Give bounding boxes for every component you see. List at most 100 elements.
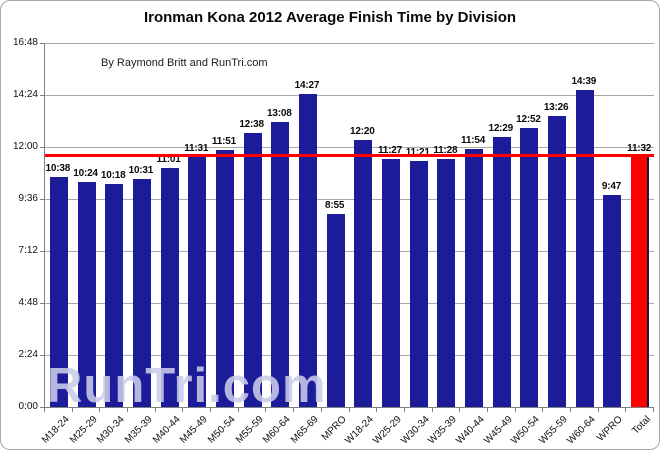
x-axis-tick bbox=[403, 408, 405, 412]
gridline bbox=[45, 43, 654, 44]
bar bbox=[465, 149, 484, 407]
x-axis-tick bbox=[597, 408, 599, 412]
x-axis-tick bbox=[376, 408, 378, 412]
bar bbox=[298, 93, 317, 407]
bar-value-label: 11:21 bbox=[405, 147, 430, 159]
bar bbox=[77, 181, 96, 407]
y-axis-tick bbox=[40, 355, 44, 356]
bar-value-label: 10:38 bbox=[45, 162, 71, 174]
bar-value-label: 13:26 bbox=[543, 101, 569, 113]
x-axis-tick bbox=[293, 408, 295, 412]
bar bbox=[382, 158, 401, 407]
gridline bbox=[45, 251, 654, 252]
x-axis-label: W60-64 bbox=[565, 414, 598, 447]
x-axis-tick bbox=[486, 408, 488, 412]
y-axis-tick bbox=[40, 43, 44, 44]
bar bbox=[603, 195, 622, 407]
x-axis-label: W30-34 bbox=[398, 414, 432, 447]
x-axis-label: M60-64 bbox=[261, 414, 294, 446]
gridline bbox=[45, 95, 654, 96]
y-axis-label: 16:48 bbox=[12, 37, 38, 48]
y-axis-tick bbox=[40, 407, 44, 408]
y-axis-label: 4:48 bbox=[18, 297, 38, 308]
bar-value-label: 12:52 bbox=[516, 114, 541, 126]
bar bbox=[215, 150, 234, 407]
x-axis-label: M50-54 bbox=[205, 414, 238, 446]
x-axis-tick bbox=[99, 408, 101, 412]
bar bbox=[243, 133, 262, 407]
x-axis-tick bbox=[237, 408, 239, 412]
y-axis-label: 14:24 bbox=[12, 89, 38, 100]
x-axis-label: W40-44 bbox=[454, 414, 487, 447]
x-axis-label: W25-29 bbox=[371, 414, 404, 447]
y-axis-tick bbox=[40, 303, 44, 304]
x-axis-label: M30-34 bbox=[95, 414, 127, 446]
bar bbox=[354, 139, 373, 407]
gridline bbox=[45, 303, 654, 304]
bar-value-label: 11:32 bbox=[627, 143, 652, 155]
x-axis-label: WPRO bbox=[595, 414, 626, 444]
y-axis-tick bbox=[40, 199, 44, 200]
x-axis-tick bbox=[348, 408, 350, 412]
bar-value-label: 11:31 bbox=[184, 143, 209, 155]
x-axis-tick bbox=[514, 408, 516, 412]
x-axis-tick bbox=[431, 408, 433, 412]
x-axis-label: M45-49 bbox=[178, 414, 211, 446]
bar-value-label: 14:39 bbox=[571, 75, 597, 87]
x-axis-tick bbox=[542, 408, 544, 412]
x-axis-label: M18-24 bbox=[39, 414, 72, 446]
x-axis-label: M35-39 bbox=[122, 414, 155, 446]
bar-value-label: 10:18 bbox=[100, 169, 126, 181]
x-axis-tick bbox=[569, 408, 571, 412]
watermark-text: RunTri.com bbox=[47, 359, 327, 408]
bar bbox=[105, 183, 124, 407]
bar-value-label: 12:20 bbox=[350, 125, 375, 137]
bar bbox=[492, 136, 511, 407]
x-axis-tick bbox=[625, 408, 627, 412]
bar-value-label: 10:31 bbox=[128, 165, 154, 177]
bar-value-label: 11:54 bbox=[461, 135, 486, 147]
x-axis-label: Total bbox=[630, 414, 653, 437]
bar bbox=[575, 89, 594, 407]
x-axis-label: W55-59 bbox=[537, 414, 570, 447]
bar bbox=[49, 176, 68, 407]
y-axis-label: 9:36 bbox=[18, 193, 38, 204]
bar-value-label: 11:51 bbox=[211, 136, 236, 148]
x-axis-tick bbox=[210, 408, 212, 412]
x-axis-label: M55-59 bbox=[233, 414, 266, 446]
x-axis-label: W35-39 bbox=[426, 414, 460, 447]
x-axis-tick bbox=[653, 408, 654, 412]
x-axis-label: M25-29 bbox=[67, 414, 100, 446]
bar bbox=[409, 161, 428, 407]
y-axis-tick bbox=[40, 147, 44, 148]
y-axis-label: 7:12 bbox=[18, 245, 38, 256]
bar bbox=[188, 157, 207, 407]
total-bar bbox=[631, 157, 650, 407]
y-axis-label: 2:24 bbox=[18, 349, 38, 360]
chart-title: Ironman Kona 2012 Average Finish Time by… bbox=[143, 9, 517, 26]
bar bbox=[132, 179, 151, 407]
bar-value-label: 14:27 bbox=[294, 79, 320, 91]
bar bbox=[437, 158, 456, 407]
credit-text: By Raymond Britt and RunTri.com bbox=[101, 57, 268, 69]
x-axis-label: W18-24 bbox=[343, 414, 377, 447]
bar-value-label: 8:55 bbox=[325, 199, 345, 211]
x-axis-label: M40-44 bbox=[150, 414, 183, 446]
bar-value-label: 10:24 bbox=[73, 167, 98, 179]
gridline bbox=[45, 147, 654, 148]
gridline bbox=[45, 355, 654, 356]
x-axis-label: W50-54 bbox=[509, 414, 543, 447]
bar bbox=[271, 122, 290, 407]
bar-value-label: 12:29 bbox=[488, 122, 514, 134]
x-axis-tick bbox=[265, 408, 267, 412]
average-line bbox=[45, 154, 654, 158]
x-axis-label: M65-69 bbox=[289, 414, 321, 446]
x-axis-tick bbox=[44, 408, 45, 412]
bar bbox=[548, 115, 567, 407]
x-axis-tick bbox=[127, 408, 129, 412]
bar-value-label: 9:47 bbox=[601, 181, 622, 193]
bar-value-label: 11:28 bbox=[433, 144, 458, 156]
bar-value-label: 13:08 bbox=[266, 108, 292, 120]
bar-value-label: 11:01 bbox=[156, 154, 181, 166]
x-axis-tick bbox=[320, 408, 322, 412]
